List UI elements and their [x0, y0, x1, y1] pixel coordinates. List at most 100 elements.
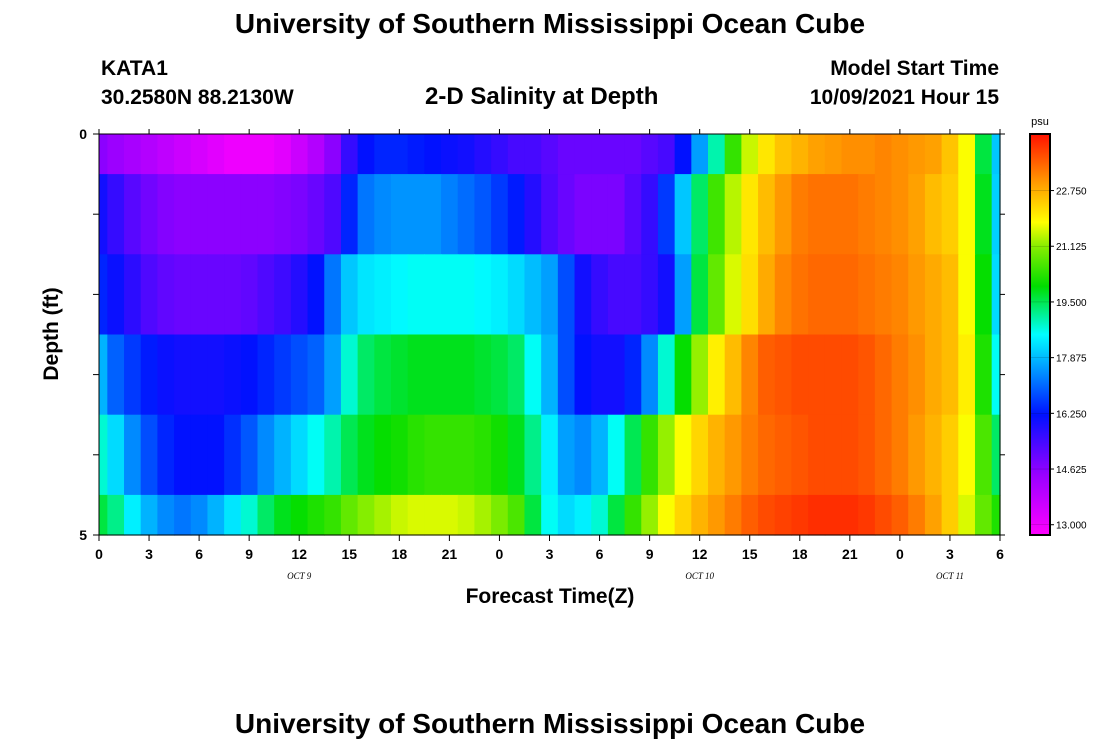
heatmap-cell: [524, 414, 542, 496]
heatmap-cell: [591, 334, 609, 416]
heatmap-cell: [557, 334, 576, 416]
x-tick-label: 9: [245, 546, 253, 562]
heatmap-cell: [574, 494, 592, 536]
heatmap-cell: [441, 174, 459, 255]
x-tick-label: 21: [842, 546, 858, 562]
heatmap-cell: [374, 134, 392, 175]
heatmap-cell: [207, 174, 225, 255]
heatmap-cell: [741, 334, 759, 416]
date-label: OCT 9: [287, 571, 312, 581]
heatmap-cell: [407, 254, 425, 336]
heatmap-cell: [758, 334, 776, 416]
heatmap-cell: [240, 334, 259, 416]
x-tick-label: 0: [496, 546, 504, 562]
heatmap-cell: [591, 174, 609, 255]
heatmap-cell: [708, 254, 726, 336]
heatmap-cell: [624, 494, 642, 536]
heatmap-cell: [491, 174, 509, 255]
y-tick-label: 0: [79, 126, 87, 142]
heatmap-cell: [507, 494, 526, 536]
heatmap-cell: [157, 494, 175, 536]
heatmap-cell: [290, 254, 309, 336]
chart-subtitle: 2-D Salinity at Depth: [425, 83, 659, 110]
x-tick-label: 0: [95, 546, 103, 562]
heatmap-cell: [891, 174, 909, 255]
heatmap-cell: [724, 134, 742, 175]
heatmap-cell: [107, 254, 125, 336]
heatmap-cell: [324, 254, 342, 336]
heatmap-cell: [307, 414, 325, 496]
heatmap-cell: [491, 134, 509, 175]
heatmap-cell: [574, 134, 592, 175]
heatmap-cell: [224, 254, 242, 336]
heatmap-cell: [407, 174, 425, 255]
heatmap-cell: [858, 174, 876, 255]
heatmap-cell: [541, 254, 559, 336]
heatmap-cell: [824, 334, 843, 416]
model-start-value: 10/09/2021 Hour 15: [809, 86, 999, 109]
heatmap-cell: [758, 414, 776, 496]
heatmap-cell: [107, 174, 125, 255]
heatmap-cell: [190, 494, 209, 536]
y-tick-label: 5: [79, 527, 87, 543]
heatmap-cell: [257, 174, 275, 255]
heatmap-cell: [908, 254, 926, 336]
heatmap-cell: [607, 494, 626, 536]
heatmap-cell: [140, 414, 158, 496]
heatmap-cell: [924, 414, 943, 496]
heatmap-cell: [457, 174, 476, 255]
x-tick-label: 3: [145, 546, 153, 562]
heatmap-cell: [691, 414, 709, 496]
heatmap-cell: [607, 134, 626, 175]
heatmap-cell: [657, 254, 676, 336]
heatmap-cell: [290, 174, 309, 255]
heatmap-cell: [808, 134, 826, 175]
heatmap-cell: [724, 334, 742, 416]
heatmap-cell: [874, 254, 893, 336]
heatmap-cell: [140, 174, 158, 255]
heatmap-cell: [591, 414, 609, 496]
heatmap-cell: [174, 254, 192, 336]
heatmap-cell: [441, 134, 459, 175]
heatmap-cell: [641, 134, 659, 175]
heatmap-cell: [624, 174, 642, 255]
heatmap-cell: [557, 134, 576, 175]
x-tick-label: 12: [692, 546, 708, 562]
heatmap-cell: [924, 494, 943, 536]
heatmap-cell: [741, 414, 759, 496]
heatmap-cell: [791, 174, 809, 255]
heatmap-cell: [874, 494, 893, 536]
heatmap-cell: [474, 174, 492, 255]
x-tick-label: 21: [442, 546, 458, 562]
heatmap-cell: [224, 414, 242, 496]
heatmap-cell: [924, 254, 943, 336]
heatmap-cell: [424, 494, 442, 536]
heatmap-cell: [841, 254, 859, 336]
heatmap-cell: [99, 414, 108, 496]
heatmap-cell: [974, 414, 993, 496]
heatmap-cell: [99, 334, 108, 416]
heatmap-cell: [791, 414, 809, 496]
heatmap-cell: [858, 254, 876, 336]
heatmap-cell: [257, 254, 275, 336]
heatmap-cell: [474, 254, 492, 336]
x-tick-label: 3: [946, 546, 954, 562]
heatmap-cell: [207, 334, 225, 416]
x-tick-label: 15: [742, 546, 758, 562]
colorbar-tick-label: 17.875: [1056, 354, 1087, 365]
heatmap-cell: [207, 414, 225, 496]
heatmap-cell: [424, 254, 442, 336]
heatmap-cell: [207, 134, 225, 175]
heatmap-cell: [541, 414, 559, 496]
heatmap-cell: [774, 334, 793, 416]
heatmap-cell: [390, 254, 409, 336]
heatmap-cell: [974, 334, 993, 416]
heatmap-cell: [724, 494, 742, 536]
heatmap-cell: [741, 134, 759, 175]
heatmap-cell: [290, 494, 309, 536]
heatmap-cell: [891, 494, 909, 536]
heatmap-cell: [140, 254, 158, 336]
heatmap-cell: [240, 174, 259, 255]
heatmap-cell: [324, 134, 342, 175]
